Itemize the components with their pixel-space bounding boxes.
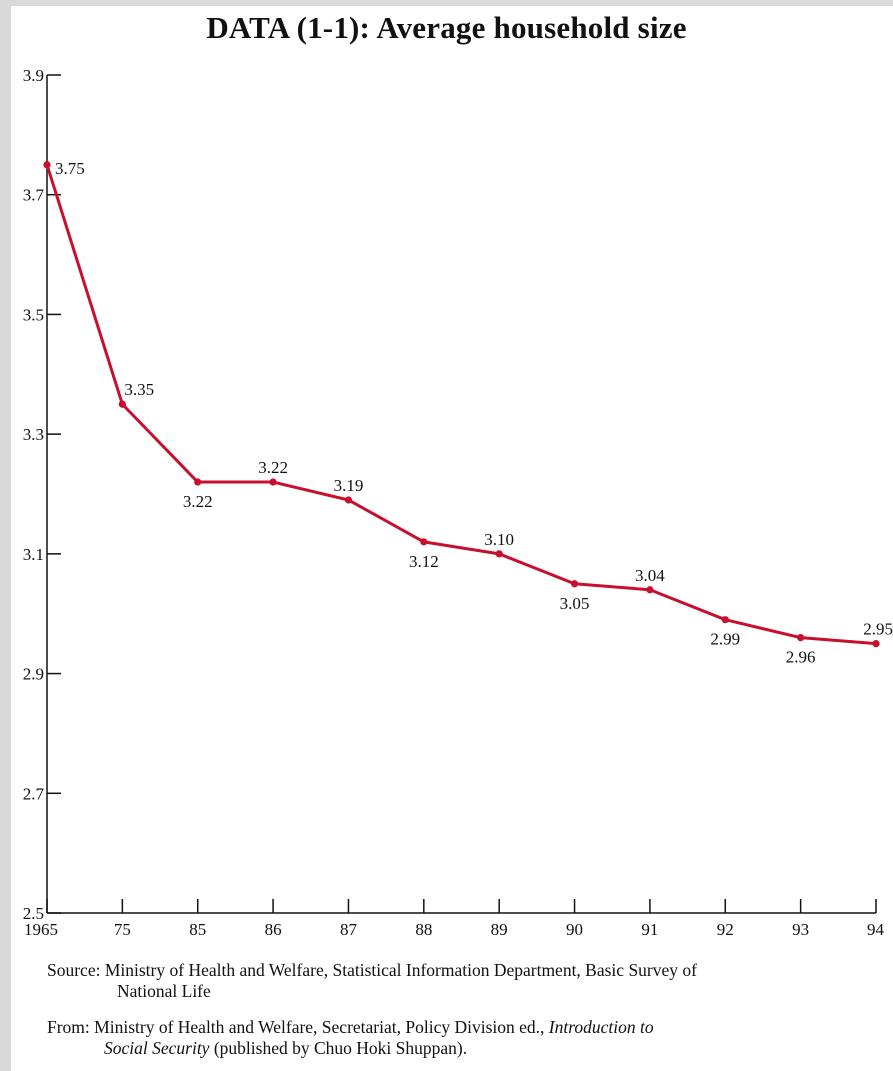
- from-book-title-1: Introduction to: [548, 1017, 654, 1037]
- data-point: [872, 640, 880, 648]
- y-tick-label: 3.5: [23, 305, 44, 324]
- chart-title: DATA (1-1): Average household size: [206, 10, 687, 45]
- data-labels: 3.75 3.35 3.22 3.22 3.19 3.12 3.10 3.05 3.04 2.99…: [55, 159, 893, 667]
- data-label: 3.35: [124, 380, 154, 399]
- series-line: [45, 164, 877, 646]
- data-label: 3.22: [258, 458, 288, 477]
- data-point: [344, 496, 353, 504]
- data-label: 3.05: [560, 594, 590, 613]
- source-line-2: National Life: [117, 981, 211, 1001]
- y-axis-ticks: 2.5 2.7 2.9 3.1 3.3 3.5 3.7 3.9: [23, 66, 61, 923]
- x-tick-label: 86: [265, 920, 282, 939]
- data-label: 3.10: [484, 530, 514, 549]
- data-point: [495, 550, 503, 558]
- data-point: [646, 586, 654, 594]
- x-tick-label: 85: [189, 920, 206, 939]
- x-tick-label: 88: [415, 920, 432, 939]
- source-note: Source: Ministry of Health and Welfare, …: [47, 960, 877, 1002]
- x-tick-label: 75: [114, 920, 131, 939]
- data-point: [194, 478, 202, 486]
- y-tick-label: 3.3: [23, 425, 44, 444]
- chart-axes: [46, 75, 876, 914]
- data-point: [43, 161, 51, 169]
- chart-panel: [11, 6, 893, 1071]
- x-tick-label: 87: [340, 920, 358, 939]
- data-label: 3.19: [334, 476, 364, 495]
- x-tick-label: 91: [641, 920, 658, 939]
- data-label: 3.75: [55, 159, 85, 178]
- x-tick-label: 1965: [24, 920, 58, 939]
- y-tick-label: 2.9: [23, 665, 44, 684]
- from-book-title-2: Social Security: [104, 1038, 210, 1058]
- from-line-2b: (published by Chuo Hoki Shuppan).: [209, 1038, 468, 1058]
- x-tick-label: 93: [792, 920, 809, 939]
- data-point: [420, 538, 428, 546]
- x-tick-label: 89: [491, 920, 508, 939]
- from-line-1a: From: Ministry of Health and Welfare, Se…: [47, 1017, 549, 1037]
- data-label: 2.99: [710, 630, 740, 649]
- x-tick-label: 92: [717, 920, 734, 939]
- y-tick-label: 3.1: [23, 545, 44, 564]
- y-tick-label: 3.9: [23, 66, 44, 85]
- line-chart: 2.5 2.7 2.9 3.1 3.3 3.5 3.7 3.9 1965 75 85 86 87 88 8…: [23, 66, 893, 939]
- source-line-1: Source: Ministry of Health and Welfare, …: [47, 960, 697, 980]
- from-note: From: Ministry of Health and Welfare, Se…: [47, 1017, 877, 1059]
- data-point: [797, 634, 805, 642]
- data-label: 3.04: [635, 566, 665, 585]
- x-axis-ticks: 1965 75 85 86 87 88 89 90 91 92 93 94: [24, 899, 885, 939]
- y-tick-label: 2.5: [23, 904, 44, 923]
- data-label: 3.12: [409, 552, 439, 571]
- data-label: 3.22: [183, 492, 213, 511]
- y-tick-label: 3.7: [23, 186, 45, 205]
- data-point: [118, 400, 126, 408]
- x-tick-label: 90: [566, 920, 583, 939]
- data-point: [721, 616, 729, 624]
- y-tick-label: 2.7: [23, 784, 45, 803]
- household-size-line: [45, 164, 877, 646]
- x-tick-label: 94: [867, 920, 885, 939]
- data-point: [570, 580, 579, 588]
- data-point: [269, 478, 277, 486]
- data-label: 2.96: [786, 648, 816, 667]
- series-points: [43, 161, 880, 648]
- data-label: 2.95: [863, 620, 893, 639]
